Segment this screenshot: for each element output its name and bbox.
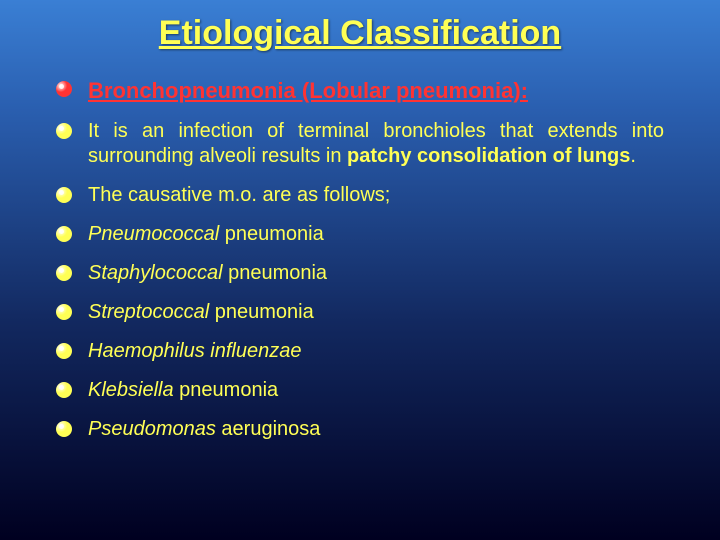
- slide-body: Bronchopneumonia (Lobular pneumonia): It …: [0, 77, 720, 442]
- bullet-icon: [56, 81, 72, 97]
- list-item: Klebsiella pneumonia: [56, 378, 664, 403]
- list-item-text: Pneumococcal pneumonia: [88, 222, 664, 247]
- list-item-text: Bronchopneumonia (Lobular pneumonia):: [88, 77, 664, 105]
- bullet-icon: [56, 226, 72, 242]
- list-item: Bronchopneumonia (Lobular pneumonia):: [56, 77, 664, 105]
- list-item-text: Staphylococcal pneumonia: [88, 261, 664, 286]
- bullet-icon: [56, 123, 72, 139]
- list-item-text: Streptococcal pneumonia: [88, 300, 664, 325]
- list-item-text: The causative m.o. are as follows;: [88, 183, 664, 208]
- list-item-text: Klebsiella pneumonia: [88, 378, 664, 403]
- slide-title: Etiological Classification: [0, 14, 720, 53]
- list-item: It is an infection of terminal bronchiol…: [56, 119, 664, 169]
- bullet-icon: [56, 343, 72, 359]
- list-item: Pneumococcal pneumonia: [56, 222, 664, 247]
- bullet-icon: [56, 187, 72, 203]
- list-item: The causative m.o. are as follows;: [56, 183, 664, 208]
- list-item: Streptococcal pneumonia: [56, 300, 664, 325]
- bullet-icon: [56, 382, 72, 398]
- list-item-text: Haemophilus influenzae: [88, 339, 664, 364]
- slide: Etiological Classification Bronchopneumo…: [0, 0, 720, 540]
- list-item-text: Pseudomonas aeruginosa: [88, 417, 664, 442]
- bullet-icon: [56, 265, 72, 281]
- list-item: Haemophilus influenzae: [56, 339, 664, 364]
- list-item: Staphylococcal pneumonia: [56, 261, 664, 286]
- list-item-text: It is an infection of terminal bronchiol…: [88, 119, 664, 169]
- bullet-icon: [56, 421, 72, 437]
- bullet-icon: [56, 304, 72, 320]
- list-item: Pseudomonas aeruginosa: [56, 417, 664, 442]
